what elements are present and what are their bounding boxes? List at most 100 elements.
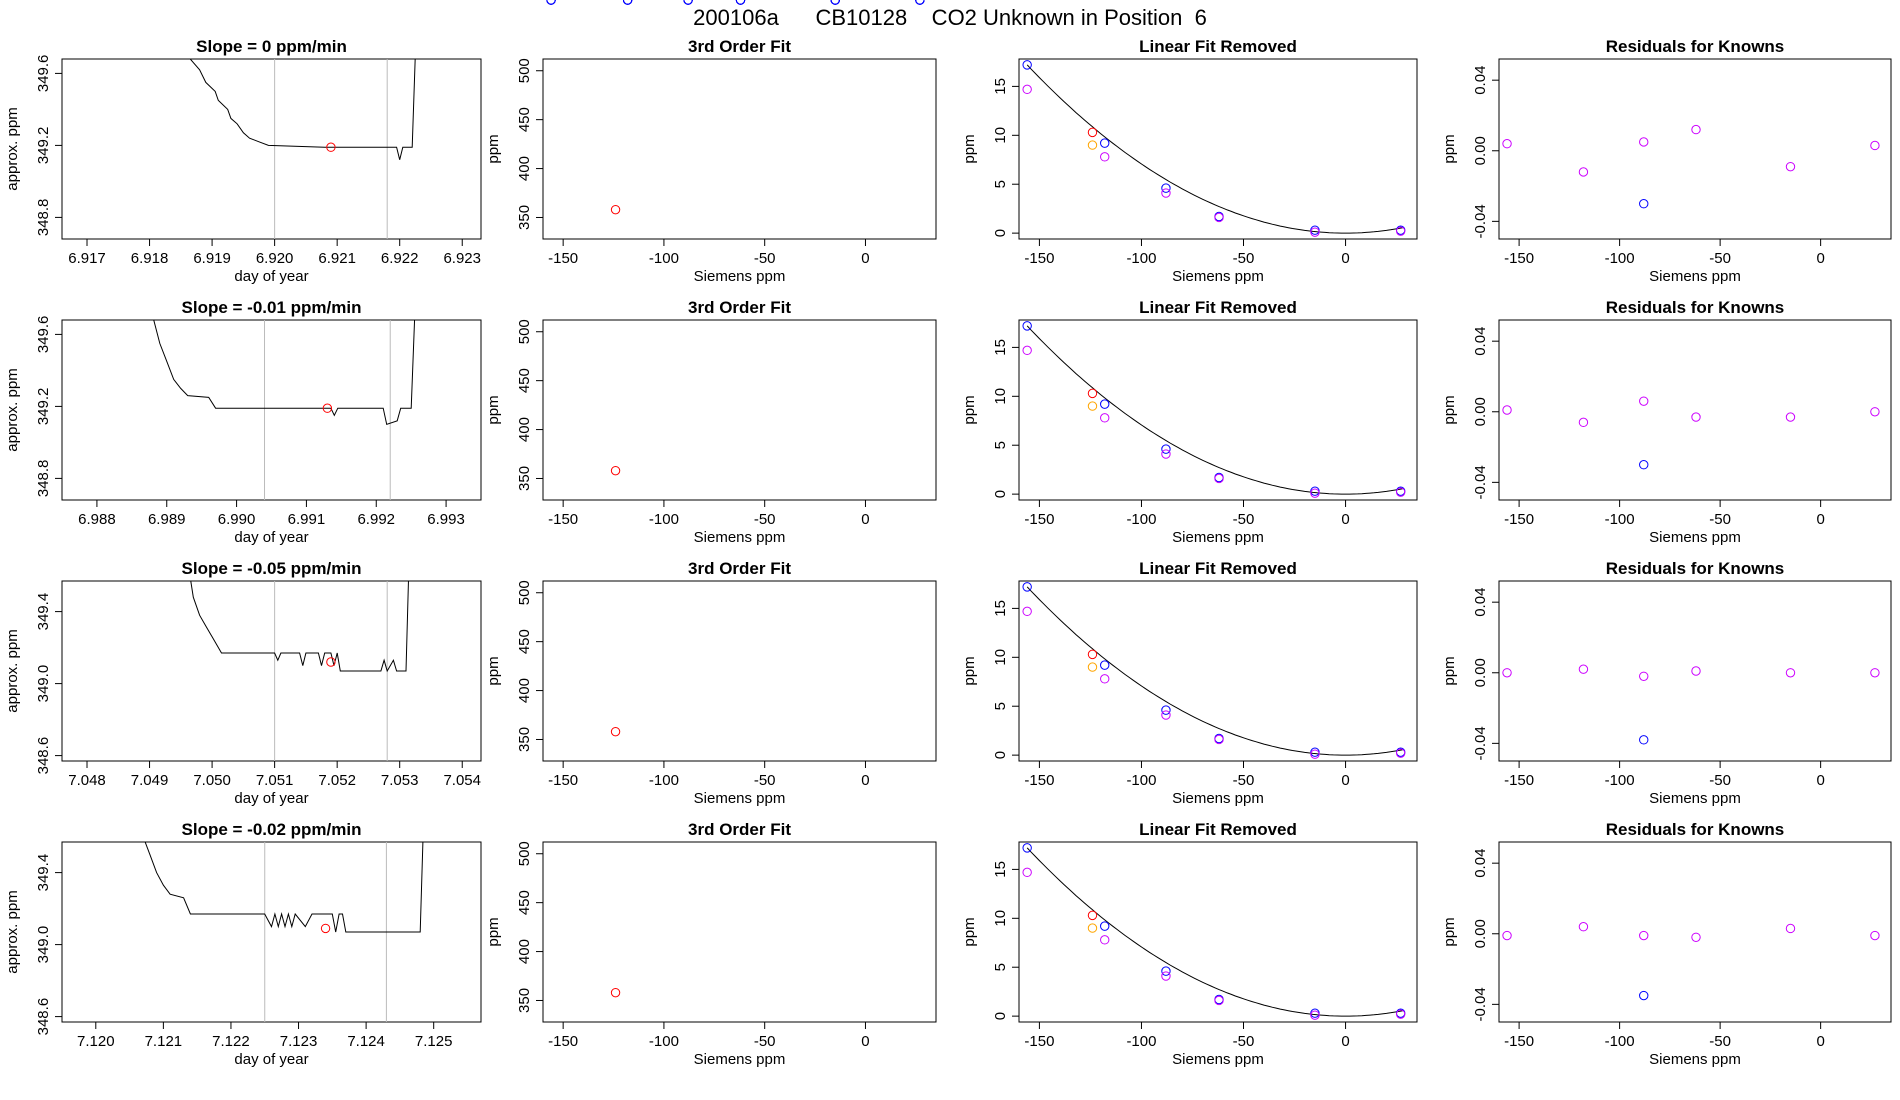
x-tick-label: 6.920 <box>256 250 294 267</box>
x-tick-label: 7.125 <box>415 1033 453 1050</box>
x-tick-label: -50 <box>754 511 776 528</box>
x-axis-label: Siemens ppm <box>694 529 786 546</box>
residual-point <box>1502 139 1512 149</box>
y-tick-label: 450 <box>516 368 533 393</box>
concentration-trace <box>153 320 416 426</box>
x-tick-label: 6.989 <box>148 511 186 528</box>
known-standard-point <box>1100 921 1110 931</box>
x-tick-label: -150 <box>548 511 578 528</box>
x-tick-label: 7.053 <box>381 772 419 789</box>
x-axis-label: day of year <box>234 790 308 807</box>
y-tick-label: 0.00 <box>1472 136 1489 165</box>
residual-point <box>1639 671 1649 681</box>
plot-frame <box>1018 58 1418 240</box>
x-tick-label: 7.054 <box>443 772 481 789</box>
panels-group: 6.917 6.918 6.919 6.920 6.921 6.922 6.923 348.8… <box>4 0 1892 1068</box>
residuals-panel-3: -150 -100 -50 0 -0.04 0.00 0.04 Residuals for K… <box>1441 559 1892 807</box>
linfit-panel-3: -150 -100 -50 0 0 5 10 15 Linear Fit Removed Siem… <box>961 559 1418 807</box>
y-tick-label: 350 <box>516 727 533 752</box>
y-tick-label: 15 <box>992 78 1009 95</box>
x-tick-label: -100 <box>1126 511 1156 528</box>
y-axis-label: ppm <box>1441 656 1458 685</box>
plot-frame <box>1018 580 1418 762</box>
alt-standard-point <box>1161 188 1171 198</box>
y-axis-label: ppm <box>961 395 978 424</box>
known-standard-point <box>1161 966 1171 976</box>
x-tick-label: 0 <box>861 1033 869 1050</box>
x-axis-label: Siemens ppm <box>1172 529 1264 546</box>
plot-frame <box>61 319 482 501</box>
y-tick-label: 400 <box>516 156 533 181</box>
y-tick-label: 5 <box>992 963 1009 971</box>
x-axis-label: Siemens ppm <box>1172 790 1264 807</box>
timeseries-panel-3: 7.048 7.049 7.050 7.051 7.052 7.053 7.054 348.6… <box>4 559 482 807</box>
plot-frame <box>542 319 937 501</box>
x-tick-label: -50 <box>1709 1033 1731 1050</box>
y-tick-label: 10 <box>992 388 1009 405</box>
panel-title: Linear Fit Removed <box>1139 820 1297 839</box>
x-tick-label: 6.919 <box>193 250 231 267</box>
residual-point <box>1870 140 1880 151</box>
x-tick-label: 0 <box>1816 1033 1824 1050</box>
panel-title: 3rd Order Fit <box>688 820 791 839</box>
alt-standard-point <box>1214 473 1224 484</box>
plot-frame <box>1498 58 1892 240</box>
x-tick-label: -150 <box>548 1033 578 1050</box>
x-tick-label: 7.052 <box>318 772 356 789</box>
residual-point <box>1578 922 1589 932</box>
x-tick-label: -50 <box>1233 511 1255 528</box>
x-axis-label: Siemens ppm <box>1649 268 1741 285</box>
plot-frame <box>61 841 482 1023</box>
x-tick-label: 0 <box>1816 511 1824 528</box>
plot-frame <box>1498 580 1892 762</box>
alt-standard-point <box>1395 226 1406 236</box>
known-standard-point <box>1310 225 1320 235</box>
known-standard-point <box>1161 183 1171 193</box>
x-tick-label: 6.992 <box>357 511 395 528</box>
residual-point <box>1691 124 1701 135</box>
x-tick-label: 0 <box>861 250 869 267</box>
panel-title: 3rd Order Fit <box>688 298 791 317</box>
alt-standard-point <box>1100 674 1110 684</box>
x-tick-label: 0 <box>1341 772 1349 789</box>
x-tick-label: -100 <box>1605 511 1635 528</box>
y-tick-label: 500 <box>516 58 533 83</box>
x-tick-label: 7.123 <box>280 1033 318 1050</box>
x-tick-label: -50 <box>754 772 776 789</box>
known-standard-point <box>622 0 633 5</box>
timeseries-panel-1: 6.917 6.918 6.919 6.920 6.921 6.922 6.923 348.8… <box>4 37 482 285</box>
x-tick-label: 6.917 <box>68 250 106 267</box>
unknown-point <box>1087 127 1098 138</box>
y-tick-label: 450 <box>516 107 533 132</box>
y-tick-label: -0.04 <box>1472 204 1489 238</box>
y-tick-label: 5 <box>992 180 1009 188</box>
y-tick-label: -0.04 <box>1472 726 1489 760</box>
y-tick-label: 349.0 <box>35 665 52 703</box>
known-standard-point <box>1161 444 1171 454</box>
x-axis-label: Siemens ppm <box>1649 790 1741 807</box>
residual-curve <box>1026 325 1403 495</box>
y-axis-label: ppm <box>1441 917 1458 946</box>
residual-point <box>1870 407 1880 417</box>
plot-frame <box>1018 319 1418 501</box>
x-tick-label: 0 <box>1341 250 1349 267</box>
plot-frame <box>1018 841 1418 1023</box>
x-tick-label: 6.993 <box>427 511 465 528</box>
y-tick-label: 0 <box>992 751 1009 759</box>
y-axis-label: ppm <box>961 656 978 685</box>
y-tick-label: 5 <box>992 441 1009 449</box>
y-tick-label: 0.04 <box>1472 66 1489 95</box>
y-tick-label: 349.6 <box>35 316 52 354</box>
y-tick-label: 349.2 <box>35 388 52 426</box>
x-tick-label: -150 <box>1024 250 1054 267</box>
x-tick-label: -150 <box>548 772 578 789</box>
y-tick-label: 0.00 <box>1472 658 1489 687</box>
alt-standard-point <box>1161 710 1171 720</box>
x-tick-label: -100 <box>1126 250 1156 267</box>
x-tick-label: -100 <box>649 511 679 528</box>
x-axis-label: day of year <box>234 268 308 285</box>
linfit-panel-4: -150 -100 -50 0 0 5 10 15 Linear Fit Removed Siem… <box>961 820 1418 1068</box>
known-standard-point <box>1100 399 1110 409</box>
y-tick-label: 348.8 <box>35 460 52 498</box>
